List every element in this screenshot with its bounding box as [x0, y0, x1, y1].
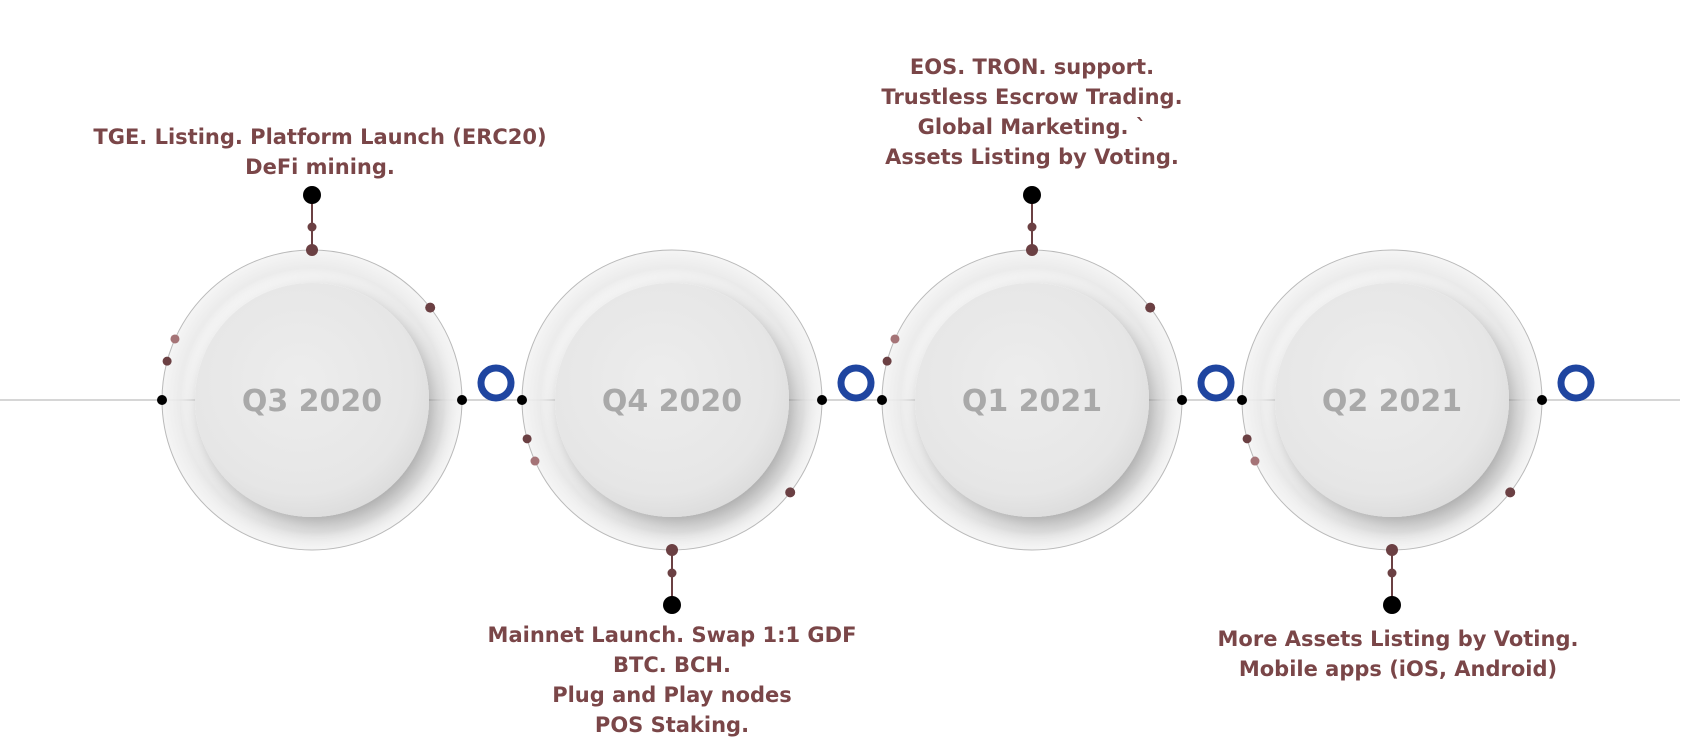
ring-dot	[162, 356, 172, 366]
milestone-line: Mobile apps (iOS, Android)	[1238, 657, 1558, 681]
ring-icon-core	[486, 377, 502, 393]
ring-dot	[882, 356, 892, 366]
axis-dot-right	[1177, 395, 1187, 405]
milestone-line: TGE. Listing. Platform Launch (ERC20)	[93, 125, 547, 149]
milestone-text-q2-2021: More Assets Listing by Voting. Mobile ap…	[1158, 624, 1638, 684]
milestone-node: Q4 2020	[517, 249, 875, 614]
ring-dot	[785, 487, 796, 498]
ring-icon-core	[1206, 377, 1222, 393]
ring-icon	[837, 364, 875, 402]
milestone-node: Q1 2021	[877, 186, 1235, 551]
milestone-line: POS Staking.	[594, 713, 750, 737]
ring-dot	[530, 456, 540, 466]
connector-dot-base	[666, 544, 678, 556]
milestone-text-q1-2021: EOS. TRON. support. Trustless Escrow Tra…	[792, 52, 1272, 172]
axis-dot-left	[1237, 395, 1247, 405]
ring-icon-core	[846, 377, 862, 393]
quarter-label: Q2 2021	[1322, 384, 1462, 419]
milestone-node: Q2 2021	[1237, 249, 1595, 614]
ring-dot	[890, 334, 900, 344]
ring-icon	[1197, 364, 1235, 402]
ring-dot	[1242, 434, 1252, 444]
connector-dot-base	[1386, 544, 1398, 556]
milestone-line: Plug and Play nodes	[552, 683, 792, 707]
ring-icon	[477, 364, 515, 402]
milestone-line: DeFi mining.	[245, 155, 395, 179]
ring-dot	[1145, 302, 1156, 313]
axis-dot-left	[157, 395, 167, 405]
milestone-line: Trustless Escrow Trading.	[881, 85, 1183, 109]
ring-dot	[1505, 487, 1516, 498]
milestone-node: Q3 2020	[157, 186, 515, 551]
connector-dot-end	[663, 596, 681, 614]
axis-dot-right	[817, 395, 827, 405]
connector-dot-end	[1023, 186, 1041, 204]
ring-icon-core	[1566, 377, 1582, 393]
ring-dot	[1250, 456, 1260, 466]
inner-disc	[915, 283, 1149, 517]
axis-dot-right	[457, 395, 467, 405]
inner-disc	[555, 283, 789, 517]
connector-dot-mid	[667, 568, 677, 578]
axis-dot-right	[1537, 395, 1547, 405]
ring-icon	[1557, 364, 1595, 402]
quarter-label: Q3 2020	[242, 384, 382, 419]
connector-dot-end	[303, 186, 321, 204]
milestone-line: Assets Listing by Voting.	[885, 145, 1179, 169]
milestone-line: BTC. BCH.	[612, 653, 731, 677]
milestone-line: EOS. TRON. support.	[909, 55, 1155, 79]
milestone-text-q3-2020: TGE. Listing. Platform Launch (ERC20) De…	[80, 122, 560, 182]
connector-dot-base	[1026, 244, 1038, 256]
connector-dot-mid	[1027, 222, 1037, 232]
inner-disc	[195, 283, 429, 517]
quarter-label: Q4 2020	[602, 384, 742, 419]
milestone-text-q4-2020: Mainnet Launch. Swap 1:1 GDF BTC. BCH. P…	[432, 620, 912, 740]
connector-dot-mid	[307, 222, 317, 232]
connector-dot-base	[306, 244, 318, 256]
milestone-line: More Assets Listing by Voting.	[1217, 627, 1579, 651]
connector-dot-mid	[1387, 568, 1397, 578]
connector-dot-end	[1383, 596, 1401, 614]
quarter-label: Q1 2021	[962, 384, 1102, 419]
ring-dot	[522, 434, 532, 444]
ring-dot	[425, 302, 436, 313]
inner-disc	[1275, 283, 1509, 517]
axis-dot-left	[877, 395, 887, 405]
axis-dot-left	[517, 395, 527, 405]
ring-dot	[170, 334, 180, 344]
milestone-line: Mainnet Launch. Swap 1:1 GDF	[487, 623, 857, 647]
milestone-line: Global Marketing. `	[917, 115, 1147, 139]
